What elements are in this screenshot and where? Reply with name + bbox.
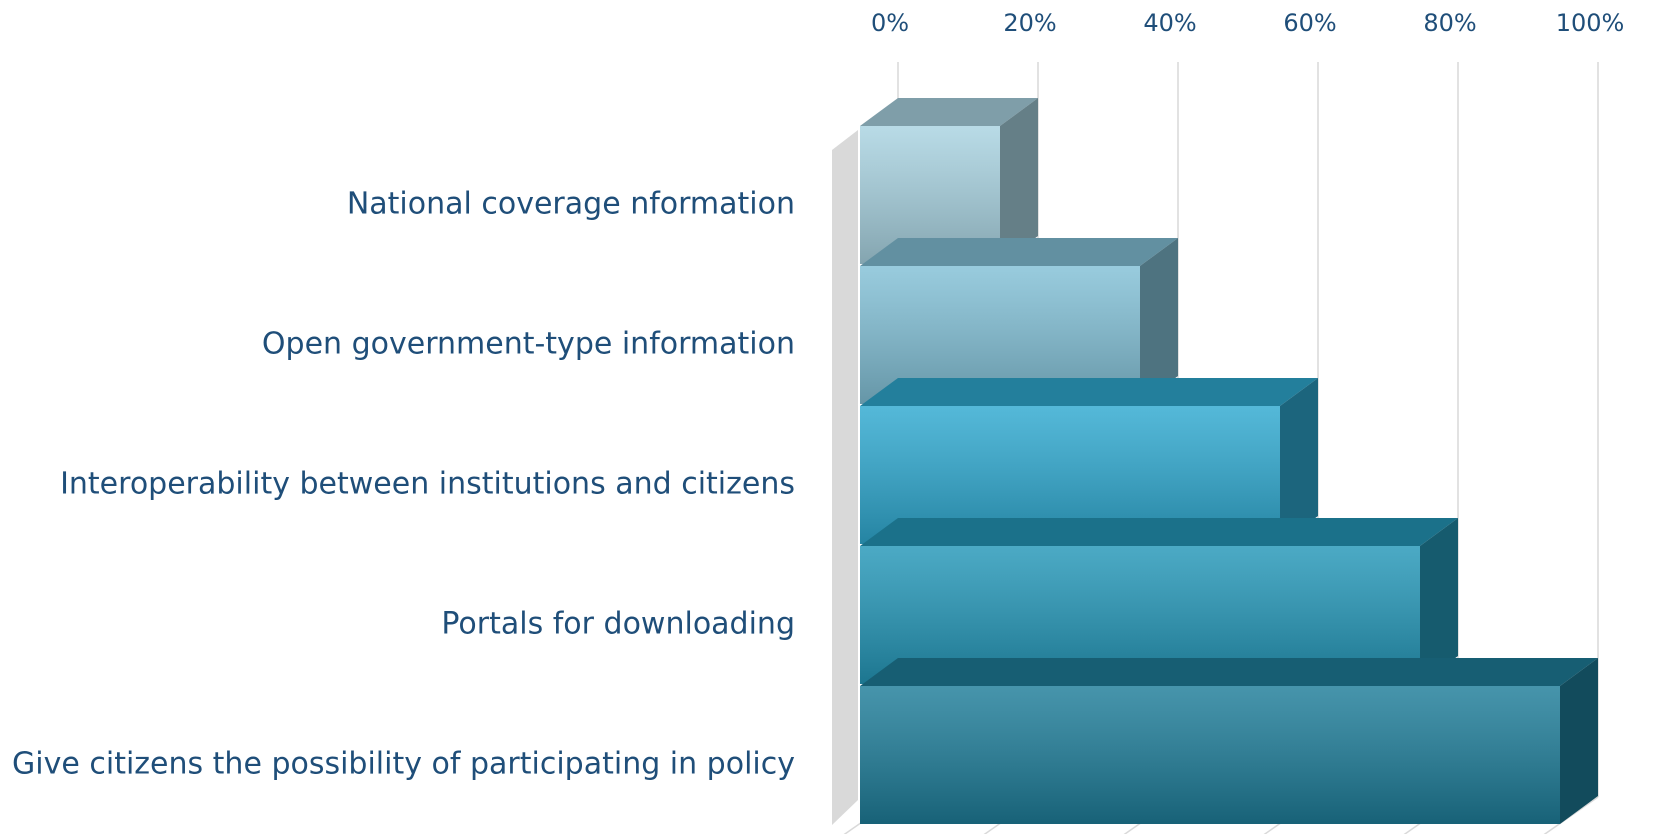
category-label: National coverage nformation — [347, 187, 795, 222]
category-label: Interoperability between institutions an… — [60, 467, 795, 502]
bar-side — [1280, 378, 1318, 544]
bar-side — [1420, 518, 1458, 684]
x-tick-label: 20% — [1003, 9, 1056, 37]
bar-top — [860, 658, 1598, 686]
bar-side — [1560, 658, 1598, 824]
bar-top — [860, 378, 1318, 406]
category-label: Portals for downloading — [441, 607, 795, 642]
category-label: Give citizens the possibility of partici… — [12, 747, 795, 782]
bar-shading — [860, 686, 1560, 824]
category-label: Open government-type information — [262, 327, 795, 362]
bar-side — [1140, 238, 1178, 404]
x-tick-label: 40% — [1143, 9, 1196, 37]
x-tick-label: 100% — [1556, 9, 1625, 37]
x-tick-label: 0% — [871, 9, 909, 37]
bar-top — [860, 98, 1038, 126]
bar-top — [860, 518, 1458, 546]
bar-side — [1000, 98, 1038, 264]
x-tick-label: 80% — [1423, 9, 1476, 37]
x-tick-label: 60% — [1283, 9, 1336, 37]
side-wall — [832, 130, 858, 825]
bar-top — [860, 238, 1178, 266]
